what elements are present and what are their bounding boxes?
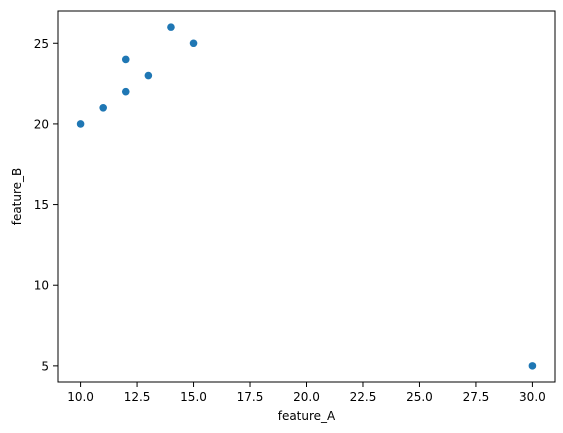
data-point (121, 87, 130, 96)
x-tick-label: 15.0 (180, 390, 207, 404)
x-tick-label: 12.5 (124, 390, 151, 404)
y-tick-label: 25 (34, 37, 49, 51)
data-point (167, 23, 175, 31)
y-tick-label: 10 (34, 279, 49, 293)
y-tick-label: 15 (34, 198, 49, 212)
y-tick-label: 20 (34, 117, 49, 131)
x-tick-label: 17.5 (237, 390, 264, 404)
data-point (144, 71, 153, 80)
x-tick-label: 20.0 (293, 390, 320, 404)
data-point (528, 362, 537, 370)
x-axis-label: feature_A (278, 409, 336, 423)
data-point (189, 39, 198, 48)
plot-area-frame (57, 10, 556, 383)
x-tick-label: 25.0 (406, 390, 433, 404)
x-tick-label: 27.5 (463, 390, 490, 404)
data-point (121, 55, 130, 64)
x-tick-label: 22.5 (350, 390, 377, 404)
data-point (99, 103, 107, 112)
x-tick-label: 10.0 (67, 390, 94, 404)
data-point (76, 120, 85, 128)
y-axis-label: feature_B (10, 168, 24, 226)
y-tick-label: 5 (41, 359, 49, 373)
x-tick-label: 30.0 (519, 390, 546, 404)
